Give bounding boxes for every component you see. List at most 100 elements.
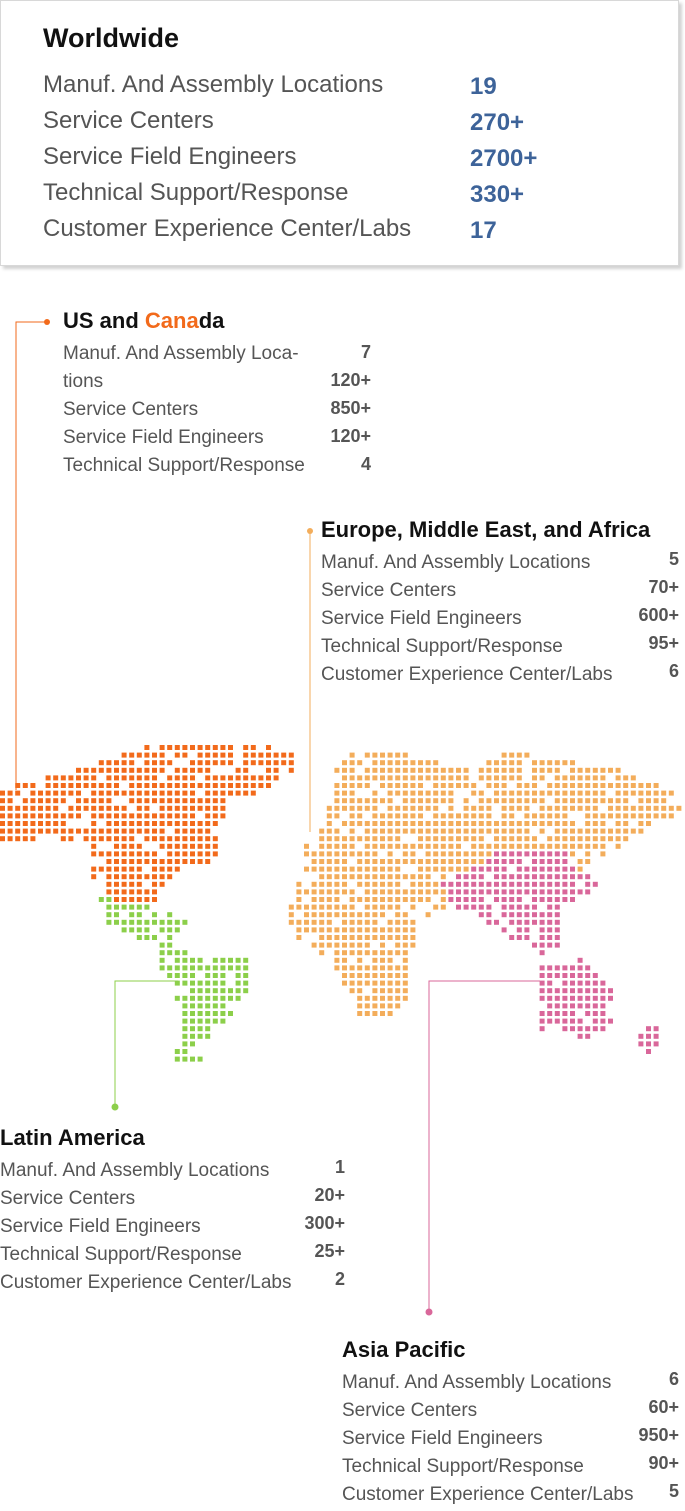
map-dot bbox=[319, 889, 325, 895]
map-dot bbox=[364, 995, 370, 1001]
map-dot bbox=[395, 760, 401, 766]
map-dot bbox=[547, 1003, 553, 1009]
map-dot bbox=[410, 798, 416, 804]
map-dot bbox=[592, 1026, 598, 1032]
map-dot bbox=[524, 843, 530, 849]
map-dot bbox=[121, 828, 127, 834]
map-dot bbox=[364, 897, 370, 902]
stat-value: 120+ bbox=[330, 426, 371, 446]
map-dot bbox=[174, 1049, 180, 1054]
map-dot bbox=[418, 821, 423, 826]
map-dot bbox=[547, 783, 553, 788]
map-dot bbox=[387, 843, 393, 849]
map-dot bbox=[592, 995, 598, 1001]
map-dot bbox=[387, 935, 393, 940]
map-dot bbox=[547, 912, 553, 918]
worldwide-row: Service Centers 270+ bbox=[43, 107, 643, 143]
region-title-part: da bbox=[198, 308, 225, 333]
map-dot bbox=[144, 790, 150, 796]
map-dot bbox=[334, 965, 340, 971]
map-dot bbox=[326, 927, 332, 933]
map-dot bbox=[121, 874, 127, 880]
map-dot bbox=[418, 843, 423, 849]
map-dot bbox=[106, 775, 112, 781]
map-dot bbox=[486, 919, 492, 925]
map-dot bbox=[190, 1026, 195, 1032]
map-dot bbox=[266, 767, 271, 773]
map-dot bbox=[577, 889, 583, 895]
map-dot bbox=[136, 889, 142, 895]
map-dot bbox=[471, 897, 477, 902]
map-dot bbox=[570, 881, 575, 887]
map-dot bbox=[190, 1011, 195, 1016]
map-dot bbox=[197, 752, 203, 758]
map-dot bbox=[646, 1049, 651, 1054]
map-dot bbox=[60, 836, 66, 842]
map-dot bbox=[585, 965, 591, 971]
map-dot bbox=[585, 988, 591, 994]
map-dot bbox=[205, 813, 211, 819]
stat-value: 19 bbox=[470, 73, 497, 100]
map-dot bbox=[144, 904, 150, 910]
map-dot bbox=[288, 912, 294, 918]
map-dot bbox=[212, 851, 218, 857]
map-dot bbox=[554, 760, 560, 766]
map-dot bbox=[136, 866, 142, 872]
map-dot bbox=[0, 828, 5, 834]
map-dot bbox=[471, 836, 477, 842]
map-dot bbox=[638, 1033, 644, 1039]
map-dot bbox=[121, 775, 127, 781]
map-dot bbox=[220, 813, 226, 819]
map-dot bbox=[463, 889, 469, 895]
map-dot bbox=[182, 1033, 188, 1039]
map-dot bbox=[319, 851, 325, 857]
stat-label: Manuf. And Assembly Locations bbox=[43, 71, 384, 98]
map-dot bbox=[410, 942, 416, 948]
map-dot bbox=[266, 760, 271, 766]
map-dot bbox=[577, 859, 583, 864]
map-dot bbox=[174, 836, 180, 842]
map-dot bbox=[516, 904, 522, 910]
map-dot bbox=[516, 783, 522, 788]
map-dot bbox=[364, 912, 370, 918]
map-dot bbox=[532, 919, 537, 925]
map-dot bbox=[638, 813, 644, 819]
map-dot bbox=[524, 783, 530, 788]
map-dot bbox=[235, 995, 241, 1001]
map-dot bbox=[661, 790, 667, 796]
map-dot bbox=[592, 843, 598, 849]
map-dot bbox=[440, 767, 446, 773]
map-dot bbox=[121, 813, 127, 819]
map-dot bbox=[212, 813, 218, 819]
map-dot bbox=[152, 767, 157, 773]
map-dot bbox=[646, 1033, 651, 1039]
map-dot bbox=[623, 828, 629, 834]
map-dot bbox=[539, 995, 545, 1001]
map-dot bbox=[372, 813, 378, 819]
map-dot bbox=[448, 897, 454, 902]
map-dot bbox=[410, 859, 416, 864]
map-dot bbox=[205, 790, 211, 796]
map-dot bbox=[494, 760, 499, 766]
map-dot bbox=[570, 760, 575, 766]
map-dot bbox=[364, 752, 370, 758]
map-dot bbox=[600, 1026, 606, 1032]
map-dot bbox=[91, 828, 97, 834]
map-dot bbox=[615, 798, 621, 804]
map-dot bbox=[471, 828, 477, 834]
map-dot bbox=[45, 828, 51, 834]
map-dot bbox=[395, 950, 401, 956]
map-dot bbox=[129, 927, 135, 933]
map-dot bbox=[136, 881, 142, 887]
map-dot bbox=[220, 752, 226, 758]
map-dot bbox=[630, 813, 636, 819]
map-dot bbox=[501, 889, 507, 895]
map-dot bbox=[494, 866, 499, 872]
map-dot bbox=[167, 874, 173, 880]
map-dot bbox=[425, 790, 431, 796]
map-dot bbox=[456, 828, 461, 834]
stat-row: Technical Support/Response 95+ bbox=[321, 633, 679, 661]
map-dot bbox=[98, 866, 104, 872]
map-dot bbox=[129, 912, 135, 918]
map-dot bbox=[478, 881, 484, 887]
